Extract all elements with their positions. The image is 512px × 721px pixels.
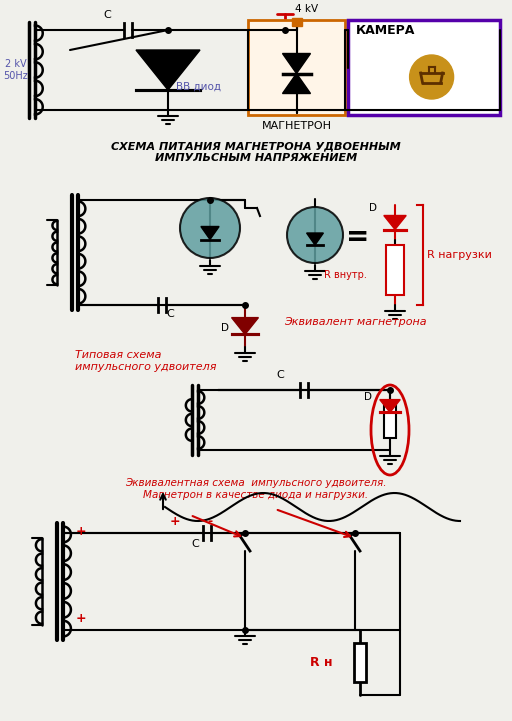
Polygon shape <box>384 216 406 229</box>
Text: +: + <box>170 515 181 528</box>
Polygon shape <box>307 233 324 245</box>
Text: КАМЕРА: КАМЕРА <box>356 24 415 37</box>
Text: D: D <box>369 203 377 213</box>
Text: Эквивалентная схема  импульсного удвоителя.
Магнетрон в качестве диода и нагрузк: Эквивалентная схема импульсного удвоител… <box>125 478 387 500</box>
Text: C: C <box>276 370 284 380</box>
Text: 4 kV: 4 kV <box>295 4 318 14</box>
Text: МАГНЕТРОН: МАГНЕТРОН <box>262 121 331 131</box>
Polygon shape <box>136 50 200 90</box>
Circle shape <box>410 55 454 99</box>
Text: R н: R н <box>309 656 332 669</box>
Polygon shape <box>283 74 310 94</box>
Text: 2 kV
50Hz: 2 kV 50Hz <box>4 59 28 81</box>
Text: C: C <box>103 10 111 20</box>
Circle shape <box>287 207 343 263</box>
Text: R нагрузки: R нагрузки <box>427 250 492 260</box>
Bar <box>384 402 396 438</box>
Bar <box>386 245 404 295</box>
Text: СХЕМА ПИТАНИЯ МАГНЕТРОНА УДВОЕННЫМ
ИМПУЛЬСНЫМ НАПРЯЖЕНИЕМ: СХЕМА ПИТАНИЯ МАГНЕТРОНА УДВОЕННЫМ ИМПУЛ… <box>111 141 401 163</box>
Text: ВВ диод: ВВ диод <box>176 82 221 92</box>
Bar <box>291 18 302 26</box>
Polygon shape <box>231 317 259 335</box>
Text: Типовая схема
импульсного удвоителя: Типовая схема импульсного удвоителя <box>75 350 217 372</box>
Text: R внутр.: R внутр. <box>324 270 367 280</box>
Bar <box>248 20 345 115</box>
Polygon shape <box>380 399 400 412</box>
Text: =: = <box>346 223 370 251</box>
Text: D: D <box>364 392 372 402</box>
Circle shape <box>180 198 240 258</box>
Bar <box>348 20 500 115</box>
Text: Эквивалент магнетрона: Эквивалент магнетрона <box>284 317 426 327</box>
Polygon shape <box>201 226 219 239</box>
Text: +: + <box>76 525 87 538</box>
Text: +: + <box>76 612 87 625</box>
Text: C: C <box>191 539 199 549</box>
Text: D: D <box>221 323 229 333</box>
Text: -: - <box>207 515 212 528</box>
Text: C: C <box>166 309 174 319</box>
Bar <box>354 643 366 682</box>
Polygon shape <box>283 53 310 74</box>
